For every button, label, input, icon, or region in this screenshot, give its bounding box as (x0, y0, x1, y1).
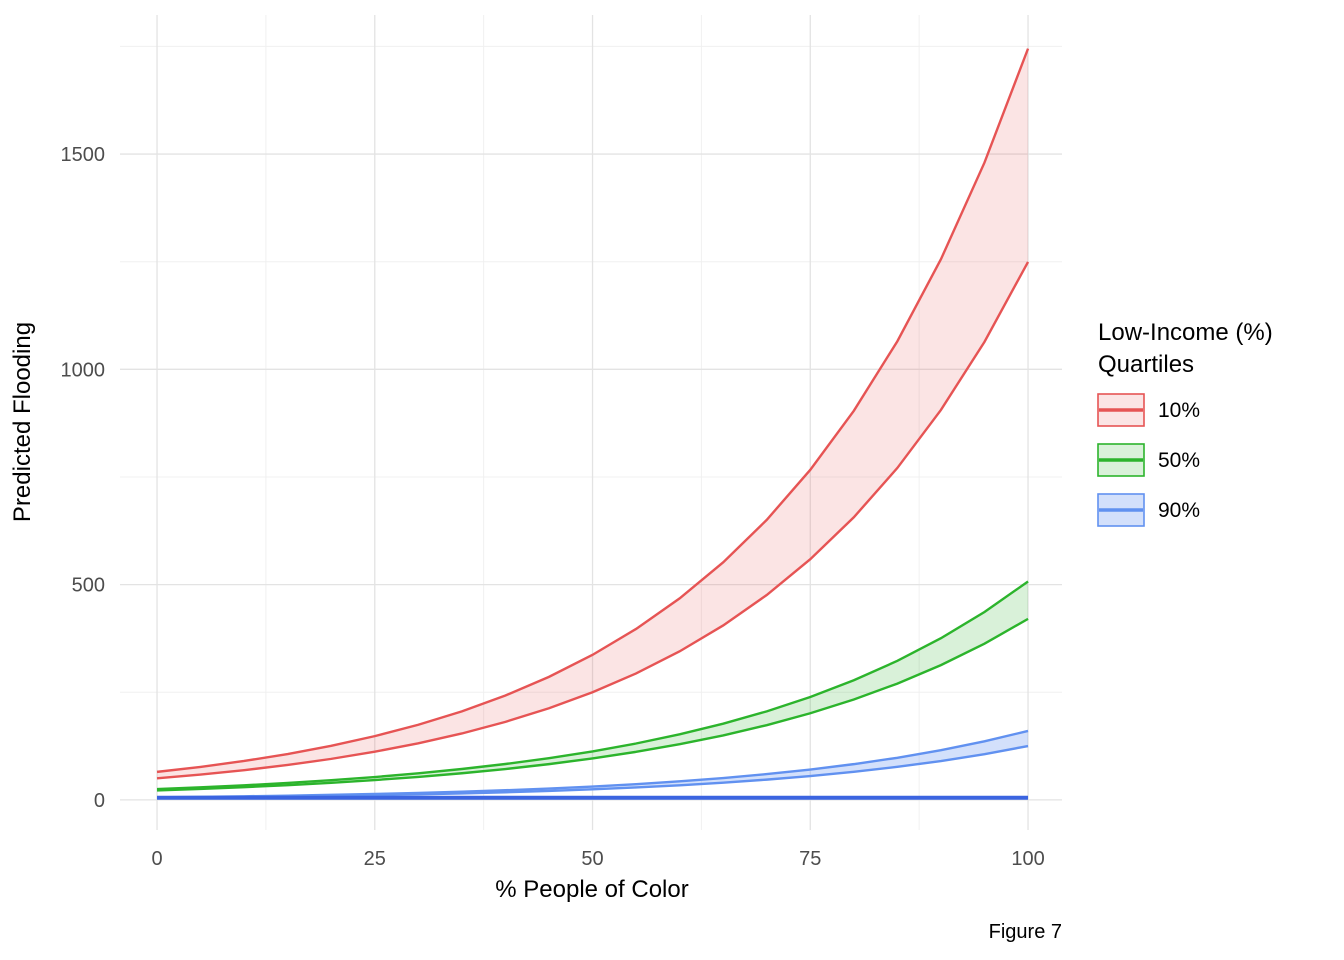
grid-layer (120, 15, 1062, 830)
upper-line-10% (156, 48, 1030, 774)
ribbon-50% (157, 581, 1029, 791)
lower-line-50% (156, 617, 1029, 792)
upper-line-50% (156, 580, 1029, 791)
lower-line-10% (156, 261, 1030, 780)
legend-label-10pct: 10% (1158, 399, 1200, 422)
y-tick-label: 500 (72, 575, 105, 597)
x-tick-label: 25 (364, 848, 386, 870)
y-tick-label: 0 (94, 790, 105, 812)
x-tick-label: 100 (1011, 848, 1044, 870)
x-tick-label: 75 (799, 848, 821, 870)
x-tick-label: 0 (151, 848, 162, 870)
x-axis-title: % People of Color (495, 876, 688, 903)
line-layer (156, 48, 1030, 800)
y-tick-label: 1000 (61, 359, 106, 381)
legend-label-50pct: 50% (1158, 449, 1200, 472)
legend-title-line2: Quartiles (1098, 351, 1194, 378)
legend: Low-Income (%) Quartiles 10% 50% 90% (1097, 319, 1273, 527)
legend-label-90pct: 90% (1158, 499, 1200, 522)
legend-item-90pct: 90% (1097, 493, 1200, 527)
legend-item-50pct: 50% (1097, 443, 1200, 477)
figure-caption: Figure 7 (989, 921, 1062, 943)
y-tick-label: 1500 (61, 144, 106, 166)
legend-item-10pct: 10% (1097, 393, 1200, 427)
x-tick-label: 50 (581, 848, 603, 870)
ribbon-10% (157, 48, 1029, 779)
legend-title-line1: Low-Income (%) (1098, 319, 1273, 346)
y-axis-title: Predicted Flooding (9, 322, 36, 522)
